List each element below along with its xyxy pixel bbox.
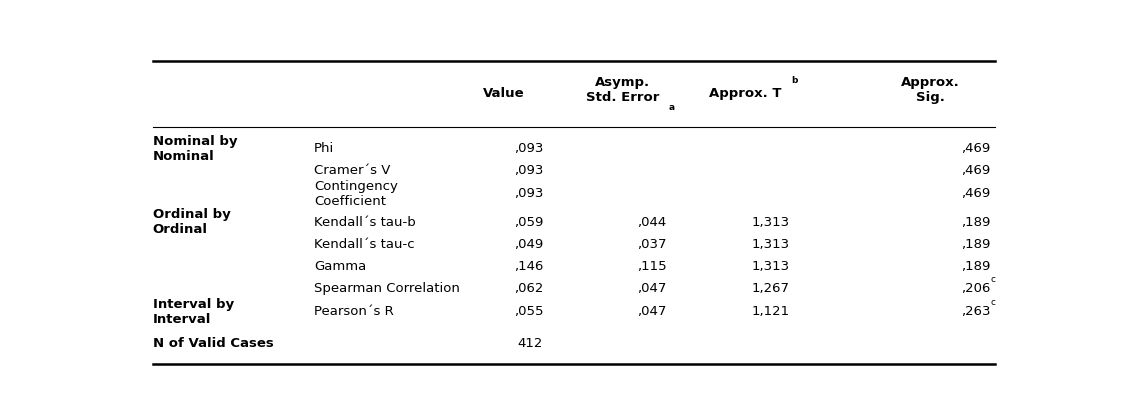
Text: Interval by
Interval: Interval by Interval bbox=[152, 298, 234, 326]
Text: ,093: ,093 bbox=[514, 187, 543, 200]
Text: Nominal by
Nominal: Nominal by Nominal bbox=[152, 135, 238, 163]
Text: Pearson´s R: Pearson´s R bbox=[314, 305, 393, 318]
Text: ,093: ,093 bbox=[514, 163, 543, 177]
Text: Approx.
Sig.: Approx. Sig. bbox=[902, 76, 960, 104]
Text: ,469: ,469 bbox=[962, 187, 990, 200]
Text: c: c bbox=[990, 276, 996, 284]
Text: Contingency
Coefficient: Contingency Coefficient bbox=[314, 180, 398, 208]
Text: Approx. T: Approx. T bbox=[709, 87, 782, 100]
Text: ,469: ,469 bbox=[962, 163, 990, 177]
Text: 1,267: 1,267 bbox=[752, 282, 790, 295]
Text: Phi: Phi bbox=[314, 142, 334, 155]
Text: ,263: ,263 bbox=[961, 305, 990, 318]
Text: ,189: ,189 bbox=[961, 260, 990, 273]
Text: ,206: ,206 bbox=[961, 282, 990, 295]
Text: b: b bbox=[791, 76, 798, 85]
Text: ,146: ,146 bbox=[514, 260, 543, 273]
Text: 1,121: 1,121 bbox=[752, 305, 790, 318]
Text: ,047: ,047 bbox=[637, 282, 666, 295]
Text: N of Valid Cases: N of Valid Cases bbox=[152, 337, 274, 350]
Text: ,047: ,047 bbox=[637, 305, 666, 318]
Text: a: a bbox=[669, 103, 674, 112]
Text: Spearman Correlation: Spearman Correlation bbox=[314, 282, 459, 295]
Text: ,044: ,044 bbox=[637, 216, 666, 229]
Text: ,055: ,055 bbox=[514, 305, 543, 318]
Text: 1,313: 1,313 bbox=[752, 260, 790, 273]
Text: ,037: ,037 bbox=[637, 238, 666, 251]
Text: ,093: ,093 bbox=[514, 142, 543, 155]
Text: Kendall´s tau-c: Kendall´s tau-c bbox=[314, 238, 415, 251]
Text: 412: 412 bbox=[517, 337, 543, 350]
Text: Gamma: Gamma bbox=[314, 260, 366, 273]
Text: 1,313: 1,313 bbox=[752, 216, 790, 229]
Text: ,189: ,189 bbox=[961, 216, 990, 229]
Text: Asymp.
Std. Error: Asymp. Std. Error bbox=[586, 76, 659, 104]
Text: 1,313: 1,313 bbox=[752, 238, 790, 251]
Text: Cramer´s V: Cramer´s V bbox=[314, 163, 390, 177]
Text: Value: Value bbox=[482, 87, 524, 100]
Text: ,059: ,059 bbox=[514, 216, 543, 229]
Text: ,469: ,469 bbox=[962, 142, 990, 155]
Text: ,189: ,189 bbox=[961, 238, 990, 251]
Text: ,115: ,115 bbox=[637, 260, 666, 273]
Text: ,062: ,062 bbox=[514, 282, 543, 295]
Text: Kendall´s tau-b: Kendall´s tau-b bbox=[314, 216, 416, 229]
Text: c: c bbox=[990, 298, 996, 307]
Text: ,049: ,049 bbox=[514, 238, 543, 251]
Text: Ordinal by
Ordinal: Ordinal by Ordinal bbox=[152, 208, 231, 236]
